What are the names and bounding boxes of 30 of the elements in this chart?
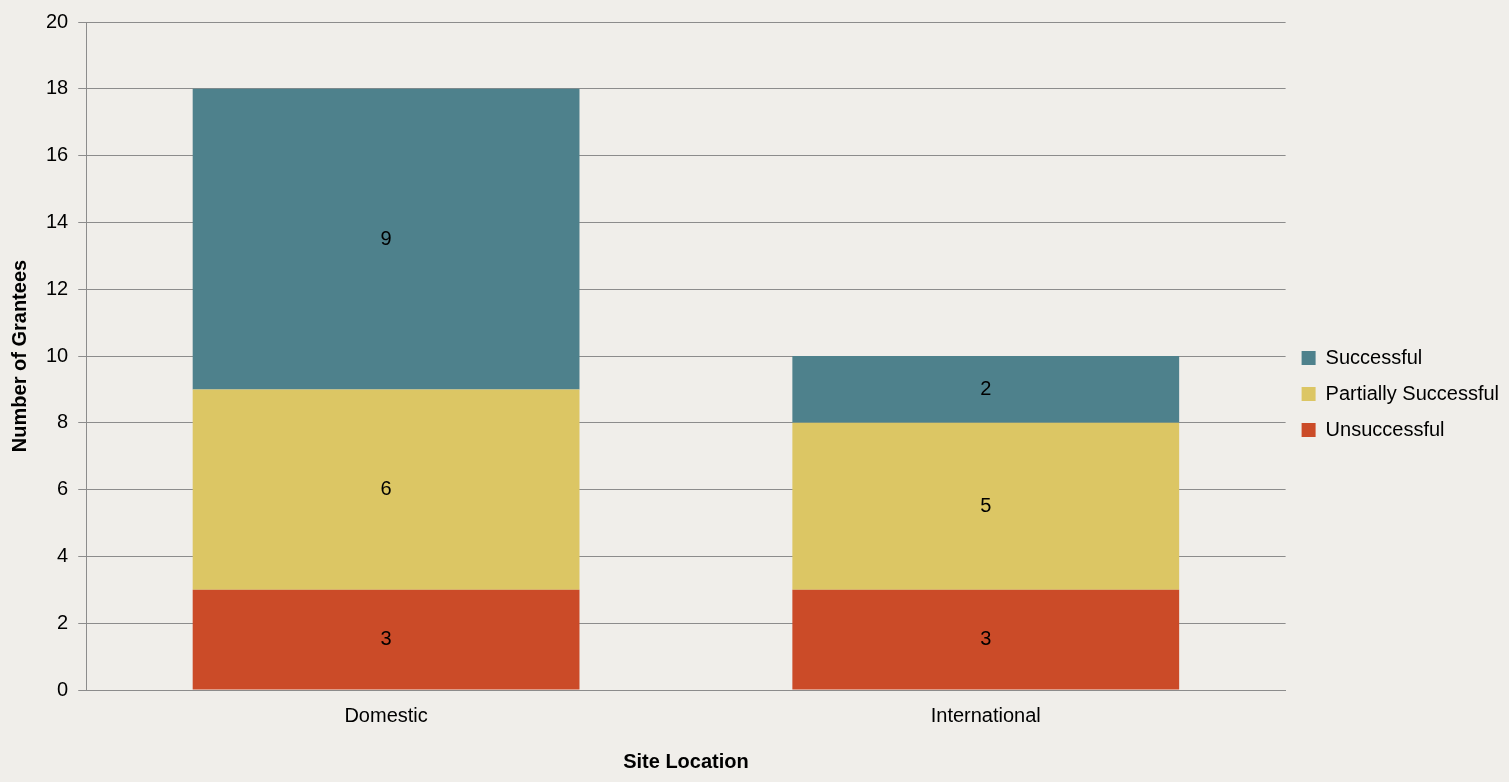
x-tick-label: Domestic xyxy=(344,703,428,726)
y-tick-label: 6 xyxy=(57,477,69,500)
bar xyxy=(792,356,1180,423)
y-axis-title: Number of Grantees xyxy=(7,259,30,453)
y-tick-label: 10 xyxy=(46,343,69,366)
data-label: 9 xyxy=(380,226,392,249)
data-label: 2 xyxy=(980,376,992,399)
bar xyxy=(192,389,580,590)
y-tick-label: 4 xyxy=(57,543,69,566)
data-label: 3 xyxy=(380,627,392,650)
legend-label: Partially Successful xyxy=(1325,381,1500,404)
bar xyxy=(792,589,1180,690)
y-tick-label: 14 xyxy=(46,209,69,232)
bar xyxy=(192,589,580,690)
y-tick-label: 8 xyxy=(57,410,69,433)
y-tick-label: 0 xyxy=(57,677,69,700)
y-tick-label: 16 xyxy=(46,143,69,166)
bar xyxy=(792,422,1180,590)
x-axis-title: Site Location xyxy=(623,749,749,772)
legend-label: Unsuccessful xyxy=(1325,417,1445,440)
y-tick-label: 18 xyxy=(46,76,69,99)
y-tick-label: 20 xyxy=(46,9,69,32)
bar xyxy=(192,88,580,390)
data-label: 5 xyxy=(980,493,992,516)
y-tick-label: 2 xyxy=(57,610,69,633)
data-label: 3 xyxy=(980,627,992,650)
legend-label: Successful xyxy=(1325,345,1423,368)
data-label: 6 xyxy=(380,477,392,500)
x-tick-label: International xyxy=(930,703,1041,726)
y-tick-label: 12 xyxy=(46,276,69,299)
